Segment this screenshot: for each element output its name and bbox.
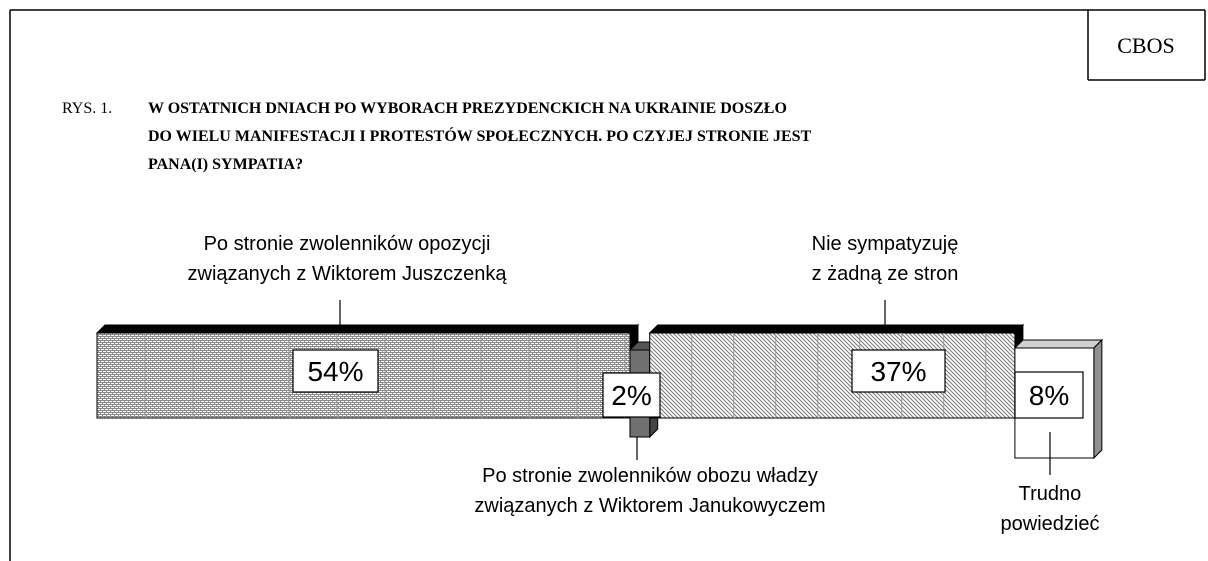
category-label: Trudno powiedzieć <box>1001 483 1100 535</box>
bar-top-face <box>95 324 640 334</box>
value-label-box <box>292 349 379 393</box>
value-label-box <box>851 349 946 393</box>
value-label: 8% <box>1029 380 1069 411</box>
text-line: W OSTATNICH DNIACH PO WYBORACH PREZYDENC… <box>148 100 787 117</box>
text-line: Po stronie zwolenników obozu władzy <box>482 465 818 487</box>
figure-label: RYS. 1. <box>62 100 112 117</box>
bar-group <box>95 323 1104 460</box>
bar-top-face <box>648 324 1025 334</box>
frame <box>9 9 1206 561</box>
value-label-box <box>602 372 661 418</box>
value-label-box <box>1014 371 1084 419</box>
chart-title: W OSTATNICH DNIACH PO WYBORACH PREZYDENC… <box>148 100 812 173</box>
bar-side-face <box>1093 338 1103 460</box>
text-line: Nie sympatyzuję <box>812 233 959 255</box>
category-label: Nie sympatyzuję z żadną ze stron <box>812 233 959 285</box>
source: CBOS <box>1117 33 1174 58</box>
category-label: Po stronie zwolenników opozycji związanyc… <box>188 233 508 285</box>
text-line: DO WIELU MANIFESTACJI I PROTESTÓW SPOŁEC… <box>148 126 812 145</box>
text-line: z żadną ze stron <box>812 263 959 285</box>
text-line: związanych z Wiktorem Janukowyczem <box>474 495 825 517</box>
text-line: Trudno <box>1019 483 1082 505</box>
text-line: PANA(I) SYMPATIA? <box>148 156 303 173</box>
value-label: 37% <box>870 356 926 387</box>
text-line: Po stronie zwolenników opozycji <box>204 233 491 255</box>
text-line: powiedzieć <box>1001 513 1100 535</box>
value-label: 2% <box>611 380 651 411</box>
bar <box>649 332 1016 419</box>
bar-top-face <box>1013 339 1104 349</box>
category-label: Po stronie zwolenników obozu władzy związ… <box>474 465 825 517</box>
text-line: związanych z Wiktorem Juszczenką <box>188 263 508 285</box>
value-label: 54% <box>307 356 363 387</box>
